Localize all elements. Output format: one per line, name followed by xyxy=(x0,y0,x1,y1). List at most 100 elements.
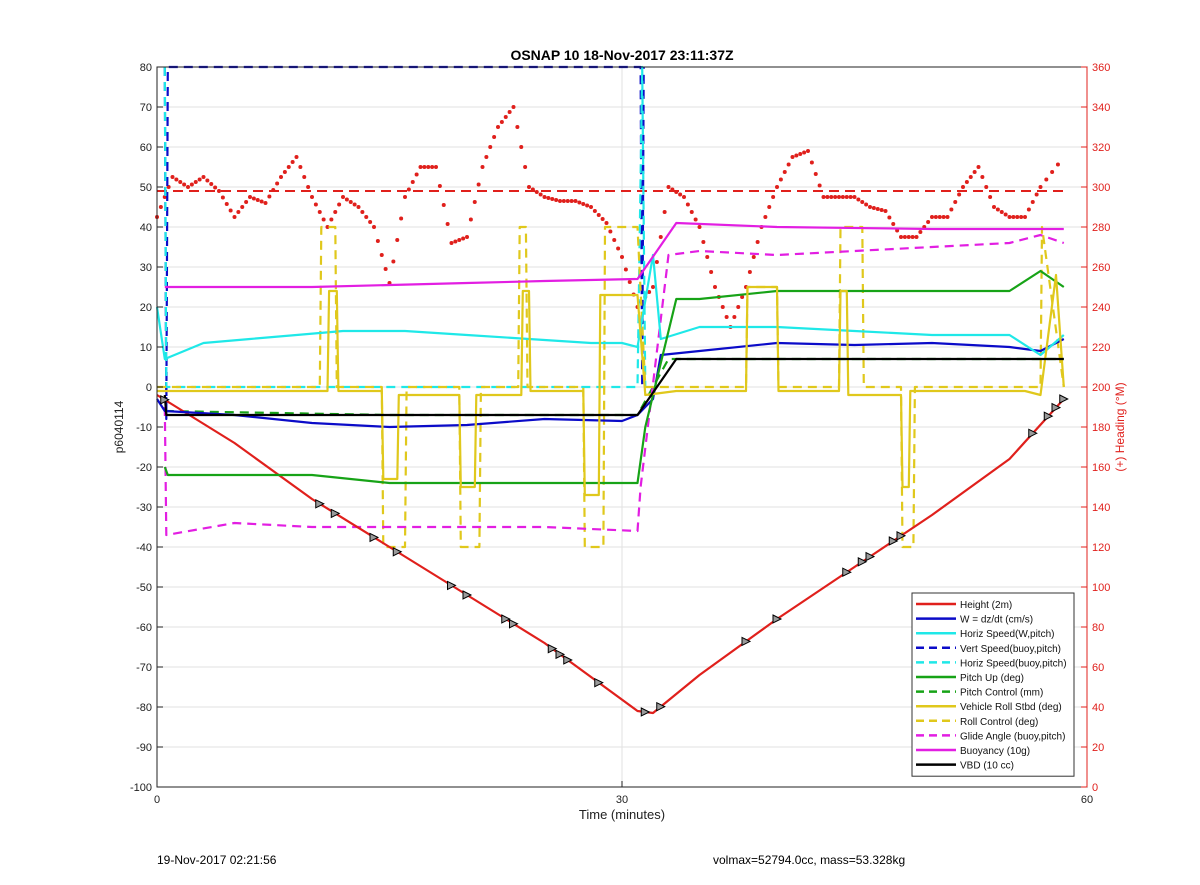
heading-point xyxy=(174,177,179,182)
heading-point xyxy=(798,152,803,156)
heading-point xyxy=(612,238,617,242)
heading-point xyxy=(670,187,675,192)
height-marker xyxy=(857,556,868,567)
heading-point xyxy=(565,199,570,203)
legend-label: W = dz/dt (cm/s) xyxy=(960,615,1033,626)
heading-point xyxy=(941,215,946,219)
heading-point xyxy=(232,215,237,219)
footer-timestamp: 19-Nov-2017 02:21:56 xyxy=(157,853,277,867)
heading-point xyxy=(1038,185,1043,189)
heading-point xyxy=(654,260,659,264)
height-marker xyxy=(160,394,170,405)
heading-point xyxy=(794,153,799,158)
height-marker xyxy=(594,677,604,688)
heading-point xyxy=(542,195,547,199)
y2-tick-label: 140 xyxy=(1092,502,1110,514)
heading-point xyxy=(465,235,469,239)
heading-point xyxy=(240,205,245,209)
height-marker xyxy=(896,530,907,541)
heading-point xyxy=(1011,215,1016,219)
heading-point xyxy=(651,285,655,289)
heading-point xyxy=(573,199,578,203)
height-marker xyxy=(330,508,341,519)
heading-point xyxy=(914,235,919,239)
heading-point xyxy=(224,202,229,206)
y-tick-label: 20 xyxy=(140,302,152,314)
series-line-horiz-speed-w-pitch xyxy=(155,253,1065,361)
height-marker xyxy=(1051,402,1062,413)
heading-point xyxy=(271,188,276,192)
y2-tick-label: 180 xyxy=(1092,422,1110,434)
heading-point xyxy=(418,165,423,169)
heading-point xyxy=(220,195,225,200)
heading-point xyxy=(775,185,779,189)
heading-point xyxy=(887,215,892,220)
x-axis-label: Time (minutes) xyxy=(579,807,665,822)
heading-point xyxy=(275,181,280,186)
heading-point xyxy=(255,198,260,202)
legend-label: Horiz Speed(buoy,pitch) xyxy=(960,658,1067,669)
x-tick-label: 60 xyxy=(1081,794,1093,806)
heading-point xyxy=(449,241,454,245)
heading-point xyxy=(430,165,435,169)
heading-point xyxy=(484,155,489,159)
heading-point xyxy=(298,165,303,169)
heading-point xyxy=(899,235,903,239)
heading-point xyxy=(534,190,539,194)
y-tick-label: -60 xyxy=(136,622,152,634)
heading-point xyxy=(468,217,473,222)
y-tick-label: -80 xyxy=(136,702,152,714)
heading-point xyxy=(1034,192,1039,197)
heading-point xyxy=(499,120,504,124)
y2-tick-label: 80 xyxy=(1092,622,1104,634)
heading-point xyxy=(837,195,841,199)
heading-point xyxy=(453,239,458,244)
heading-point xyxy=(410,180,415,184)
heading-point xyxy=(693,217,698,222)
heading-point xyxy=(193,180,198,184)
heading-point xyxy=(864,202,869,207)
heading-point xyxy=(480,165,485,169)
height-marker xyxy=(462,590,473,600)
heading-point xyxy=(926,220,931,224)
heading-point xyxy=(701,240,706,244)
y-tick-label: 50 xyxy=(140,182,152,194)
y2-tick-label: 260 xyxy=(1092,262,1110,274)
heading-point xyxy=(964,180,969,184)
height-marker xyxy=(1059,394,1069,404)
heading-point xyxy=(1055,162,1060,167)
axes: 0 30 6080706050403020100-10-20-30-40-50-60… xyxy=(130,62,1110,806)
legend-label: Buoyancy (10g) xyxy=(960,746,1030,757)
heading-point xyxy=(1003,212,1008,217)
heading-point xyxy=(589,205,593,209)
heading-point xyxy=(852,195,857,199)
y-tick-label: -100 xyxy=(130,782,152,794)
legend-label: Roll Control (deg) xyxy=(960,717,1038,728)
heading-point xyxy=(581,202,586,206)
heading-point xyxy=(577,200,582,205)
heading-point xyxy=(511,105,516,109)
heading-point xyxy=(445,222,450,226)
heading-point xyxy=(724,315,729,319)
heading-point xyxy=(786,162,791,167)
y2-tick-label: 360 xyxy=(1092,62,1110,74)
heading-point xyxy=(771,195,776,199)
heading-point xyxy=(1030,200,1035,204)
heading-point xyxy=(550,197,555,201)
y2-tick-label: 280 xyxy=(1092,222,1110,234)
heading-point xyxy=(747,270,752,274)
heading-point xyxy=(364,215,369,219)
y2-tick-label: 340 xyxy=(1092,102,1110,114)
heading-point xyxy=(244,200,249,204)
series-line-pitch-up-deg xyxy=(163,269,1065,485)
heading-point xyxy=(763,215,768,219)
heading-point xyxy=(953,200,958,204)
heading-point xyxy=(558,199,562,203)
heading-point xyxy=(809,160,814,165)
y2-tick-label: 0 xyxy=(1092,782,1098,794)
heading-point xyxy=(189,182,194,187)
heading-point xyxy=(186,185,190,189)
y2-tick-label: 240 xyxy=(1092,302,1110,314)
heading-point xyxy=(806,149,810,153)
